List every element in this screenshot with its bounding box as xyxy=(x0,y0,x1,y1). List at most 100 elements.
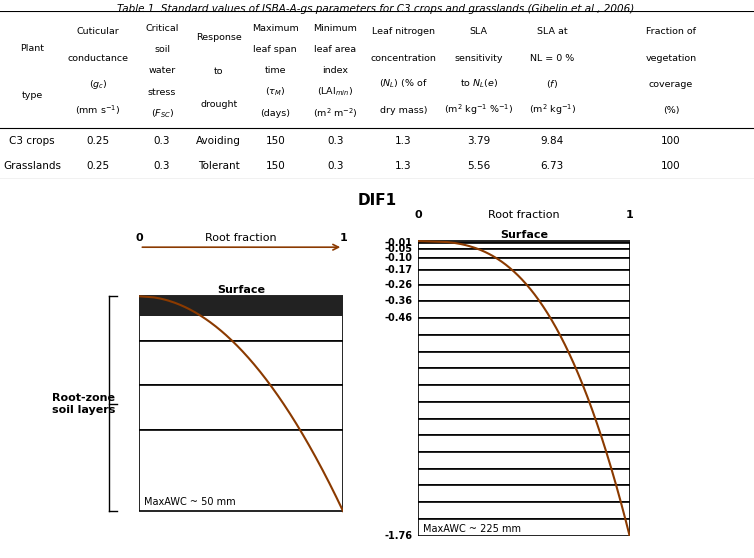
Text: -1.76: -1.76 xyxy=(385,531,412,541)
Text: 3.79: 3.79 xyxy=(467,136,490,146)
Text: Fraction of: Fraction of xyxy=(646,27,696,36)
Text: Table 1. Standard values of ISBA-A-gs parameters for C3 crops and grasslands (Gi: Table 1. Standard values of ISBA-A-gs pa… xyxy=(117,4,637,15)
Bar xyxy=(418,241,630,242)
Bar xyxy=(418,335,630,352)
Text: Leaf nitrogen: Leaf nitrogen xyxy=(372,27,435,36)
Text: water: water xyxy=(149,66,176,75)
Text: Plant: Plant xyxy=(20,44,44,53)
Bar xyxy=(418,241,630,243)
Text: ($\tau_M$): ($\tau_M$) xyxy=(265,86,285,98)
Text: Critical: Critical xyxy=(146,23,179,33)
Bar xyxy=(418,402,630,418)
Bar xyxy=(418,258,630,270)
Text: (days): (days) xyxy=(260,109,290,118)
Text: (m$^2$ kg$^{-1}$): (m$^2$ kg$^{-1}$) xyxy=(529,103,576,117)
Text: 100: 100 xyxy=(661,136,681,146)
Text: -0.26: -0.26 xyxy=(385,280,412,290)
Text: 1: 1 xyxy=(626,210,633,220)
Text: to $N_L$($e$): to $N_L$($e$) xyxy=(460,78,498,90)
Text: SLA at: SLA at xyxy=(537,27,568,36)
Text: 0.3: 0.3 xyxy=(327,136,344,146)
Text: Avoiding: Avoiding xyxy=(196,136,241,146)
Text: 9.84: 9.84 xyxy=(541,136,564,146)
Bar xyxy=(418,285,630,301)
Text: drought: drought xyxy=(200,100,238,109)
Text: time: time xyxy=(265,66,286,75)
Bar xyxy=(139,341,343,385)
Text: ($f$): ($f$) xyxy=(547,78,558,90)
Text: 150: 150 xyxy=(265,136,285,146)
Text: type: type xyxy=(21,91,43,100)
Bar xyxy=(139,385,343,430)
Text: 100: 100 xyxy=(661,161,681,171)
Text: ($F_{SC}$): ($F_{SC}$) xyxy=(151,107,173,119)
Text: conductance: conductance xyxy=(68,54,128,62)
Text: -0.46: -0.46 xyxy=(385,313,412,323)
Text: 0.25: 0.25 xyxy=(87,161,109,171)
Text: ($N_L$) (% of: ($N_L$) (% of xyxy=(379,78,428,90)
Text: NL = 0 %: NL = 0 % xyxy=(530,54,575,62)
Text: 5.56: 5.56 xyxy=(467,161,490,171)
Text: vegetation: vegetation xyxy=(645,54,697,62)
Bar xyxy=(418,249,630,258)
Text: -0.17: -0.17 xyxy=(385,264,412,275)
Text: 1: 1 xyxy=(339,233,347,243)
Text: Cuticular: Cuticular xyxy=(77,27,119,36)
Bar xyxy=(418,301,630,318)
Text: (LAI$_{min}$): (LAI$_{min}$) xyxy=(317,86,354,98)
Text: coverage: coverage xyxy=(649,80,693,89)
Text: -0.05: -0.05 xyxy=(385,244,412,254)
Text: DIF1: DIF1 xyxy=(357,194,397,208)
Text: to: to xyxy=(214,67,223,76)
Text: MaxAWC ~ 225 mm: MaxAWC ~ 225 mm xyxy=(423,524,521,534)
Text: Root fraction: Root fraction xyxy=(206,233,277,243)
Text: 1.3: 1.3 xyxy=(395,161,412,171)
Text: Grasslands: Grasslands xyxy=(3,161,61,171)
Text: 0.3: 0.3 xyxy=(154,161,170,171)
Bar xyxy=(418,418,630,435)
Text: leaf span: leaf span xyxy=(253,45,297,54)
Text: leaf area: leaf area xyxy=(314,45,357,54)
Bar xyxy=(418,452,630,469)
Text: 1.3: 1.3 xyxy=(395,136,412,146)
Text: 0.25: 0.25 xyxy=(87,136,109,146)
Bar xyxy=(139,296,343,316)
Text: Maximum: Maximum xyxy=(252,23,299,33)
Bar xyxy=(418,519,630,536)
Text: concentration: concentration xyxy=(370,54,437,62)
Text: SLA: SLA xyxy=(470,27,488,36)
Text: Surface: Surface xyxy=(500,229,548,239)
Text: Response: Response xyxy=(196,33,241,42)
Text: Minimum: Minimum xyxy=(314,23,357,33)
Bar xyxy=(139,296,343,341)
Bar xyxy=(418,368,630,385)
Bar xyxy=(418,485,630,502)
Bar xyxy=(418,469,630,485)
Bar xyxy=(418,270,630,285)
Bar xyxy=(418,243,630,249)
Text: -0.10: -0.10 xyxy=(385,253,412,263)
Bar xyxy=(418,435,630,452)
Text: 0: 0 xyxy=(136,233,143,243)
Text: (m$^2$ m$^{-2}$): (m$^2$ m$^{-2}$) xyxy=(313,107,358,120)
Bar xyxy=(418,352,630,368)
Text: 150: 150 xyxy=(265,161,285,171)
Text: dry mass): dry mass) xyxy=(380,105,427,114)
Text: index: index xyxy=(323,66,348,75)
Bar xyxy=(418,385,630,402)
Text: Tolerant: Tolerant xyxy=(198,161,240,171)
Text: Surface: Surface xyxy=(217,285,265,295)
Text: 0: 0 xyxy=(415,210,422,220)
Text: -0.36: -0.36 xyxy=(385,296,412,306)
Text: soil: soil xyxy=(154,45,170,54)
Text: Root fraction: Root fraction xyxy=(489,210,559,220)
Text: MaxAWC ~ 50 mm: MaxAWC ~ 50 mm xyxy=(143,497,235,507)
Text: 0.3: 0.3 xyxy=(327,161,344,171)
Text: -0.01: -0.01 xyxy=(385,238,412,248)
Bar xyxy=(139,430,343,511)
Text: (mm s$^{-1}$): (mm s$^{-1}$) xyxy=(75,103,121,117)
Text: sensitivity: sensitivity xyxy=(455,54,503,62)
Text: (%): (%) xyxy=(663,105,679,114)
Text: ($g_c$): ($g_c$) xyxy=(89,78,107,90)
Text: 6.73: 6.73 xyxy=(541,161,564,171)
